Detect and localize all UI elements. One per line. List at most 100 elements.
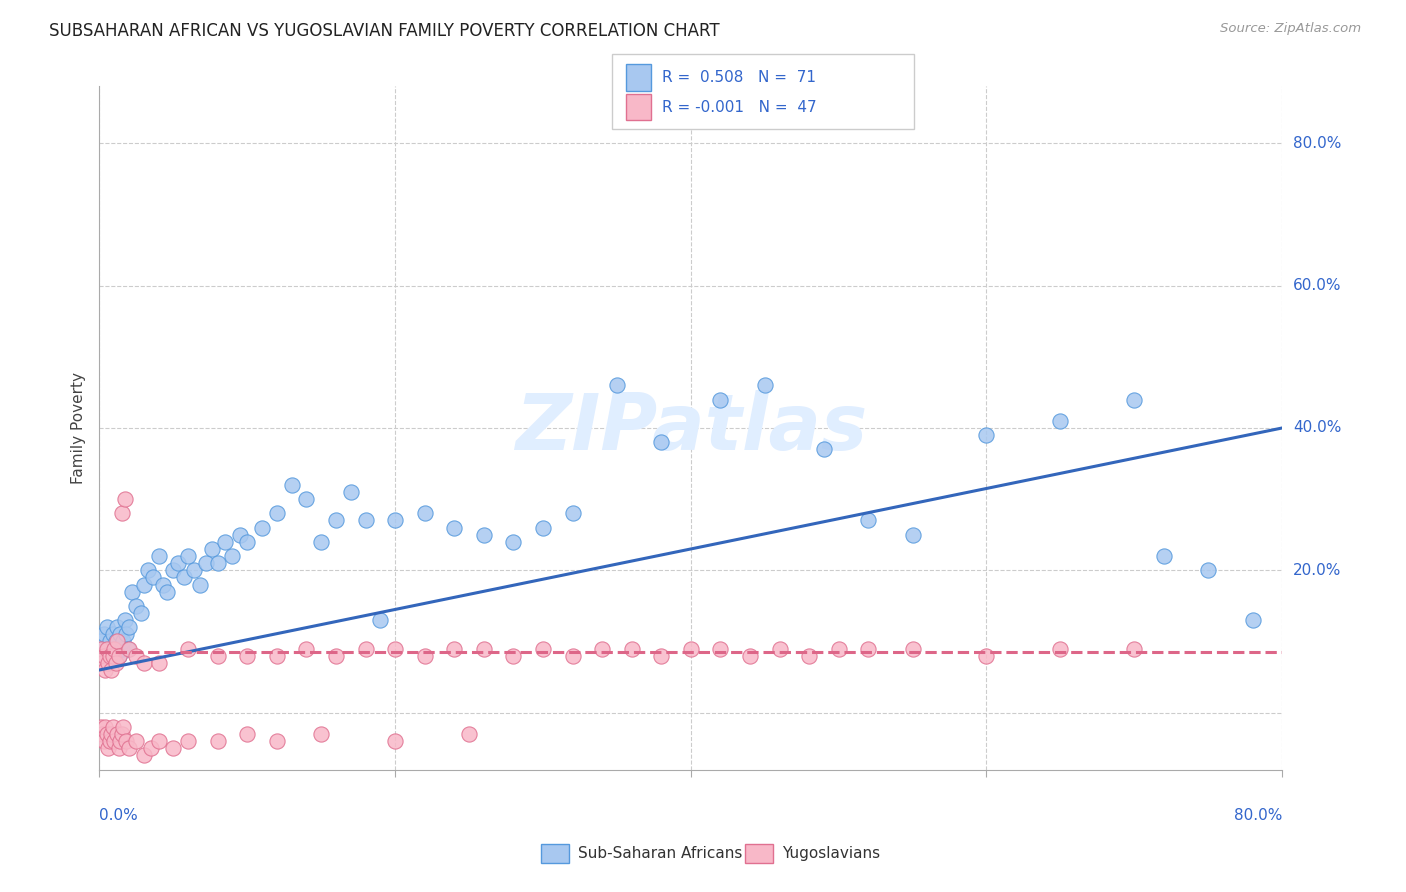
Text: R = -0.001   N =  47: R = -0.001 N = 47 — [662, 100, 817, 114]
Point — [94, 663, 117, 677]
Point — [91, 727, 114, 741]
Point — [156, 584, 179, 599]
Y-axis label: Family Poverty: Family Poverty — [72, 372, 86, 484]
Point — [207, 648, 229, 663]
Point — [162, 741, 184, 756]
Point — [97, 656, 120, 670]
Point — [250, 520, 273, 534]
Point — [976, 428, 998, 442]
Text: ZIPatlas: ZIPatlas — [515, 390, 868, 466]
Point — [110, 507, 132, 521]
Point — [325, 648, 347, 663]
Point — [94, 720, 117, 734]
Point — [110, 727, 132, 741]
Point — [413, 648, 436, 663]
Point — [105, 634, 128, 648]
Point — [354, 514, 377, 528]
Point — [125, 648, 148, 663]
Point — [443, 520, 465, 534]
Point — [132, 656, 155, 670]
Point — [354, 641, 377, 656]
Point — [201, 541, 224, 556]
Point — [858, 514, 880, 528]
Point — [118, 620, 141, 634]
Point — [125, 599, 148, 613]
Point — [96, 727, 118, 741]
Point — [90, 720, 112, 734]
Point — [177, 641, 200, 656]
Point — [103, 641, 125, 656]
Point — [827, 641, 849, 656]
Point — [229, 527, 252, 541]
Point — [101, 648, 124, 663]
Point — [107, 741, 129, 756]
Point — [309, 534, 332, 549]
Point — [166, 556, 188, 570]
Point — [91, 656, 114, 670]
Point — [98, 634, 121, 648]
Point — [112, 634, 135, 648]
Point — [114, 492, 136, 507]
Point — [266, 507, 288, 521]
Text: Sub-Saharan Africans: Sub-Saharan Africans — [578, 847, 742, 861]
Point — [207, 556, 229, 570]
Point — [105, 727, 128, 741]
Point — [738, 648, 761, 663]
Point — [650, 435, 672, 450]
Text: Yugoslavians: Yugoslavians — [782, 847, 880, 861]
Point — [148, 656, 170, 670]
Point — [105, 620, 128, 634]
Point — [177, 734, 200, 748]
Point — [561, 648, 583, 663]
Point — [107, 648, 129, 663]
Point — [295, 492, 318, 507]
Point — [502, 534, 524, 549]
Point — [90, 641, 112, 656]
Point — [152, 577, 174, 591]
Point — [620, 641, 643, 656]
Point — [141, 741, 163, 756]
Point — [901, 641, 924, 656]
Point — [93, 734, 115, 748]
Point — [104, 634, 127, 648]
Point — [115, 734, 138, 748]
Point — [221, 549, 243, 563]
Point — [458, 727, 481, 741]
Point — [472, 527, 495, 541]
Point — [325, 514, 347, 528]
Text: 20.0%: 20.0% — [1294, 563, 1341, 578]
Point — [96, 620, 118, 634]
Point — [339, 485, 361, 500]
Point — [266, 648, 288, 663]
Text: R =  0.508   N =  71: R = 0.508 N = 71 — [662, 70, 817, 85]
Text: 40.0%: 40.0% — [1294, 420, 1341, 435]
Point — [183, 563, 205, 577]
Point — [118, 741, 141, 756]
Point — [188, 577, 211, 591]
Text: 80.0%: 80.0% — [1234, 808, 1282, 823]
Point — [384, 734, 406, 748]
Point — [561, 507, 583, 521]
Point — [110, 641, 132, 656]
Point — [606, 378, 628, 392]
Point — [309, 727, 332, 741]
Point — [100, 663, 122, 677]
Text: 80.0%: 80.0% — [1294, 136, 1341, 151]
Point — [976, 648, 998, 663]
Point — [118, 641, 141, 656]
Point — [280, 478, 302, 492]
Text: 60.0%: 60.0% — [1294, 278, 1341, 293]
Point — [114, 613, 136, 627]
Point — [413, 507, 436, 521]
Point — [108, 734, 131, 748]
Point — [93, 648, 115, 663]
Point — [858, 641, 880, 656]
Point — [132, 748, 155, 763]
Point — [98, 648, 121, 663]
Point — [1241, 613, 1264, 627]
Point — [266, 734, 288, 748]
Point — [104, 656, 127, 670]
Point — [117, 641, 139, 656]
Point — [591, 641, 613, 656]
Text: Source: ZipAtlas.com: Source: ZipAtlas.com — [1220, 22, 1361, 36]
